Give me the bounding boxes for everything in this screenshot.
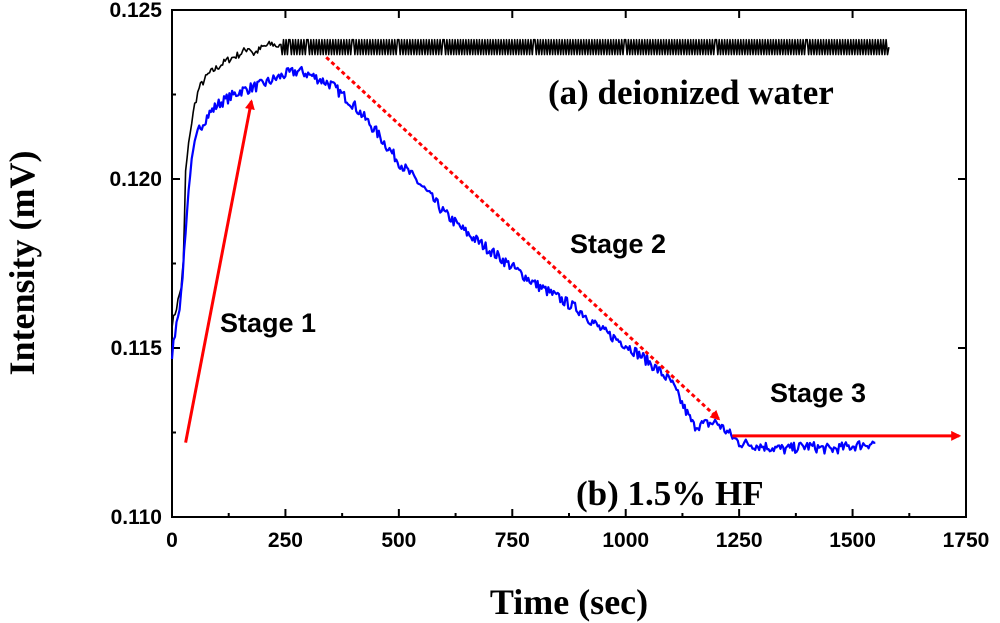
x-axis-ticks: 0 250 500 750 1000 1250 1500 1750 [166,10,989,552]
arrow-layer [184,56,962,443]
stage-1-arrow [184,99,255,443]
y-axis-ticks: 0.110 0.115 0.120 0.125 [109,0,966,529]
x-tick-label: 500 [381,529,416,552]
stage-2-arrow [325,56,721,421]
x-axis-title: Time (sec) [490,582,648,622]
y-tick-label: 0.115 [111,337,163,360]
y-tick-label: 0.110 [111,506,162,529]
y-axis-title: Intensity (mV) [2,151,42,376]
y-tick-label: 0.120 [109,168,162,191]
series-a-label: (a) deionized water [548,73,834,112]
x-tick-label: 1000 [602,529,649,552]
series-line-deionized-water [171,38,890,329]
x-tick-label: 250 [268,529,303,552]
stage-1-label: Stage 1 [220,308,316,338]
stage-2-label: Stage 2 [570,229,666,259]
x-tick-label: 1500 [829,529,876,552]
x-tick-label: 1250 [716,529,763,552]
series-line-hf [170,65,876,455]
x-tick-label: 0 [166,529,178,552]
series-b-label: (b) 1.5% HF [576,474,764,513]
stage-3-label: Stage 3 [770,378,866,408]
series-layer [170,38,890,455]
x-tick-label: 1750 [943,529,990,552]
y-tick-label: 0.125 [109,0,162,22]
x-tick-label: 750 [495,529,530,552]
